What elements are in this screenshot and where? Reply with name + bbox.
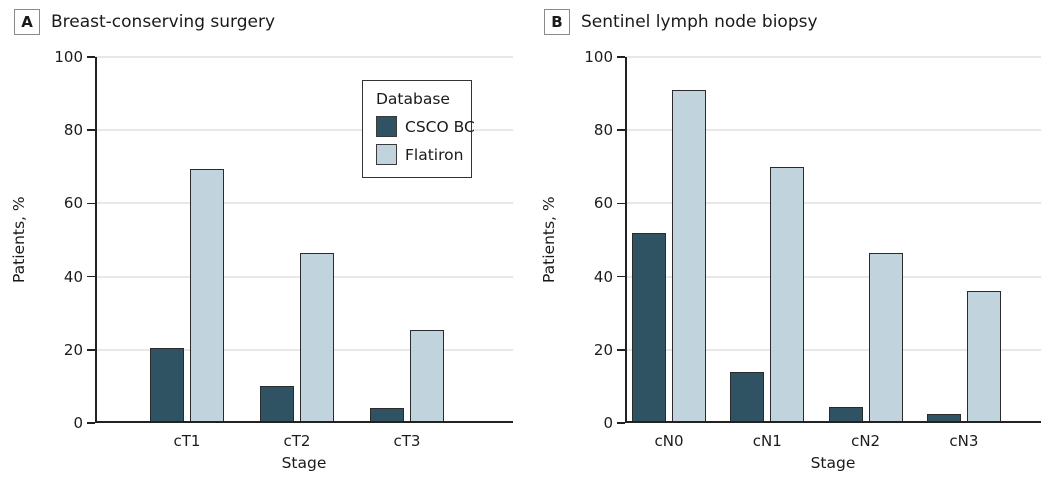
y-tick-mark-0 xyxy=(87,422,95,424)
x-tick-label-ct3: cT3 xyxy=(393,432,421,450)
legend-label-csco-bc: CSCO BC xyxy=(405,117,475,136)
gridline-40 xyxy=(625,275,1041,278)
bar-csco-bc-cn1 xyxy=(730,371,765,423)
y-tick-label-20: 20 xyxy=(63,340,83,359)
legend-entry-csco-bc: CSCO BC xyxy=(376,116,475,137)
y-tick-label-80: 80 xyxy=(63,121,83,140)
bar-csco-bc-ct1 xyxy=(150,347,184,423)
bar-csco-bc-cn2 xyxy=(828,406,863,423)
panel-a-header: A Breast-conserving surgery xyxy=(14,9,275,35)
y-tick-label-100: 100 xyxy=(54,48,83,66)
y-tick-mark-20 xyxy=(617,349,625,351)
y-tick-label-60: 60 xyxy=(593,194,613,213)
y-tick-mark-40 xyxy=(87,275,95,278)
panel-b-title: Sentinel lymph node biopsy xyxy=(581,12,818,32)
y-tick-mark-60 xyxy=(617,202,625,205)
bar-flatiron-cn2 xyxy=(868,252,903,423)
y-tick-mark-80 xyxy=(87,129,95,131)
y-tick-mark-20 xyxy=(87,349,95,351)
panel-b-plot-area: Stage 0 20 40 60 80 100 cN0 cN1 cN2 cN3 xyxy=(584,48,1041,472)
x-tick-label-cn1: cN1 xyxy=(752,432,782,450)
x-tick-label-cn3: cN3 xyxy=(949,432,979,450)
y-tick-label-0: 0 xyxy=(73,414,83,432)
bar-csco-bc-cn3 xyxy=(926,413,961,423)
panel-b-letter-badge: B xyxy=(544,9,570,35)
gridline-60 xyxy=(95,202,513,205)
legend-label-flatiron: Flatiron xyxy=(405,145,464,164)
panel-a-letter-badge: A xyxy=(14,9,40,35)
gridline-100 xyxy=(95,56,513,58)
y-tick-label-0: 0 xyxy=(603,414,613,432)
legend-swatch-flatiron xyxy=(376,144,397,165)
y-tick-mark-40 xyxy=(617,275,625,278)
y-tick-mark-80 xyxy=(617,129,625,131)
y-tick-label-40: 40 xyxy=(593,267,613,286)
panel-b-x-axis-line xyxy=(625,421,1041,423)
bar-csco-bc-ct3 xyxy=(370,408,404,423)
x-tick-label-ct2: cT2 xyxy=(283,432,311,450)
bar-csco-bc-cn0 xyxy=(632,232,666,423)
panel-a-x-axis-label: Stage xyxy=(281,454,327,472)
legend-title: Database xyxy=(376,90,450,108)
panel-a: A Breast-conserving surgery Patients, % … xyxy=(10,9,513,472)
gridline-80 xyxy=(95,129,513,132)
gridline-80 xyxy=(625,129,1041,132)
x-tick-label-cn0: cN0 xyxy=(654,432,684,450)
panel-b-x-axis-label: Stage xyxy=(810,454,856,472)
bar-flatiron-ct1 xyxy=(190,168,224,423)
bar-csco-bc-ct2 xyxy=(260,386,294,423)
y-tick-mark-100 xyxy=(87,56,95,58)
y-tick-mark-0 xyxy=(617,422,625,424)
y-tick-label-40: 40 xyxy=(63,267,83,286)
y-tick-label-20: 20 xyxy=(593,340,613,359)
legend-box: Database CSCO BC Flatiron xyxy=(362,80,475,178)
bar-flatiron-ct2 xyxy=(300,252,334,423)
panel-b-header: B Sentinel lymph node biopsy xyxy=(544,9,818,35)
panel-b-y-axis-label: Patients, % xyxy=(540,196,558,284)
x-tick-label-cn2: cN2 xyxy=(851,432,881,450)
gridline-20 xyxy=(625,348,1041,351)
y-tick-label-100: 100 xyxy=(584,48,613,66)
panel-b: B Sentinel lymph node biopsy Patients, %… xyxy=(524,0,1048,498)
bar-flatiron-ct3 xyxy=(410,329,444,423)
bar-flatiron-cn3 xyxy=(966,291,1001,423)
panel-a-x-axis-line xyxy=(95,421,513,423)
y-tick-label-60: 60 xyxy=(63,194,83,213)
y-tick-label-80: 80 xyxy=(593,121,613,140)
y-tick-mark-60 xyxy=(87,202,95,205)
legend-swatch-csco-bc xyxy=(376,116,397,137)
panel-a-plot-area: Database CSCO BC Flatiron Stage 0 20 40 60 8… xyxy=(54,48,513,472)
gridline-60 xyxy=(625,202,1041,205)
legend-entry-flatiron: Flatiron xyxy=(376,144,471,165)
bar-flatiron-cn1 xyxy=(770,166,805,423)
x-tick-label-ct1: cT1 xyxy=(173,432,201,450)
panel-b-y-axis-line xyxy=(625,57,627,423)
panel-a-y-axis-line xyxy=(95,57,97,423)
y-tick-mark-100 xyxy=(617,56,625,58)
gridline-100 xyxy=(625,56,1041,58)
bar-flatiron-cn0 xyxy=(672,89,706,423)
panel-a-y-axis-label: Patients, % xyxy=(10,196,28,284)
panel-a-title: Breast-conserving surgery xyxy=(51,12,276,32)
